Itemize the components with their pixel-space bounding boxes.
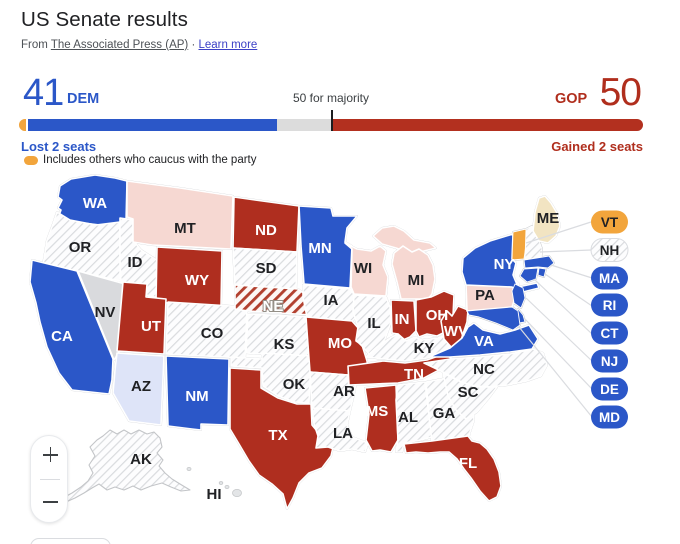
svg-text:MD: MD <box>599 410 620 425</box>
svg-text:LA: LA <box>333 425 353 442</box>
svg-text:PA: PA <box>475 287 495 304</box>
svg-text:FL: FL <box>459 455 477 472</box>
svg-text:IN: IN <box>395 311 410 328</box>
svg-text:SC: SC <box>458 384 479 401</box>
svg-text:WA: WA <box>83 195 107 212</box>
svg-text:AR: AR <box>333 383 355 400</box>
svg-text:CO: CO <box>201 325 224 342</box>
svg-text:OK: OK <box>283 376 306 393</box>
svg-text:AK: AK <box>130 451 152 468</box>
svg-text:RI: RI <box>603 298 617 313</box>
svg-text:NM: NM <box>185 388 208 405</box>
svg-text:TX: TX <box>268 427 287 444</box>
svg-text:KS: KS <box>274 336 295 353</box>
svg-text:OH: OH <box>426 307 449 324</box>
svg-text:TN: TN <box>404 366 424 383</box>
svg-text:IL: IL <box>367 315 380 332</box>
svg-text:MN: MN <box>308 240 331 257</box>
svg-text:WI: WI <box>354 260 372 277</box>
svg-text:MS: MS <box>366 403 389 420</box>
svg-text:KY: KY <box>414 340 435 357</box>
svg-text:NV: NV <box>95 304 116 321</box>
svg-text:VA: VA <box>474 333 494 350</box>
svg-text:CA: CA <box>51 328 73 345</box>
svg-text:WV: WV <box>444 323 468 340</box>
svg-text:UT: UT <box>141 318 161 335</box>
svg-text:DE: DE <box>600 382 619 397</box>
svg-text:CT: CT <box>601 326 620 341</box>
svg-text:IA: IA <box>324 292 339 309</box>
svg-text:MA: MA <box>599 271 620 286</box>
svg-text:MI: MI <box>408 272 425 289</box>
svg-text:NC: NC <box>473 361 495 378</box>
svg-text:VT: VT <box>601 215 619 230</box>
svg-text:AZ: AZ <box>131 378 151 395</box>
svg-text:ND: ND <box>255 222 277 239</box>
svg-text:MT: MT <box>174 220 196 237</box>
svg-text:NJ: NJ <box>601 354 618 369</box>
svg-text:GA: GA <box>433 405 456 422</box>
svg-text:NH: NH <box>600 243 620 258</box>
svg-text:OR: OR <box>69 239 92 256</box>
svg-text:NY: NY <box>494 256 515 273</box>
svg-text:SD: SD <box>256 260 277 277</box>
svg-text:WY: WY <box>185 272 209 289</box>
svg-text:NE: NE <box>263 298 284 315</box>
svg-text:ID: ID <box>128 254 143 271</box>
svg-text:HI: HI <box>207 486 222 503</box>
svg-text:MO: MO <box>328 335 352 352</box>
svg-text:ME: ME <box>537 210 560 227</box>
svg-text:AL: AL <box>398 409 418 426</box>
